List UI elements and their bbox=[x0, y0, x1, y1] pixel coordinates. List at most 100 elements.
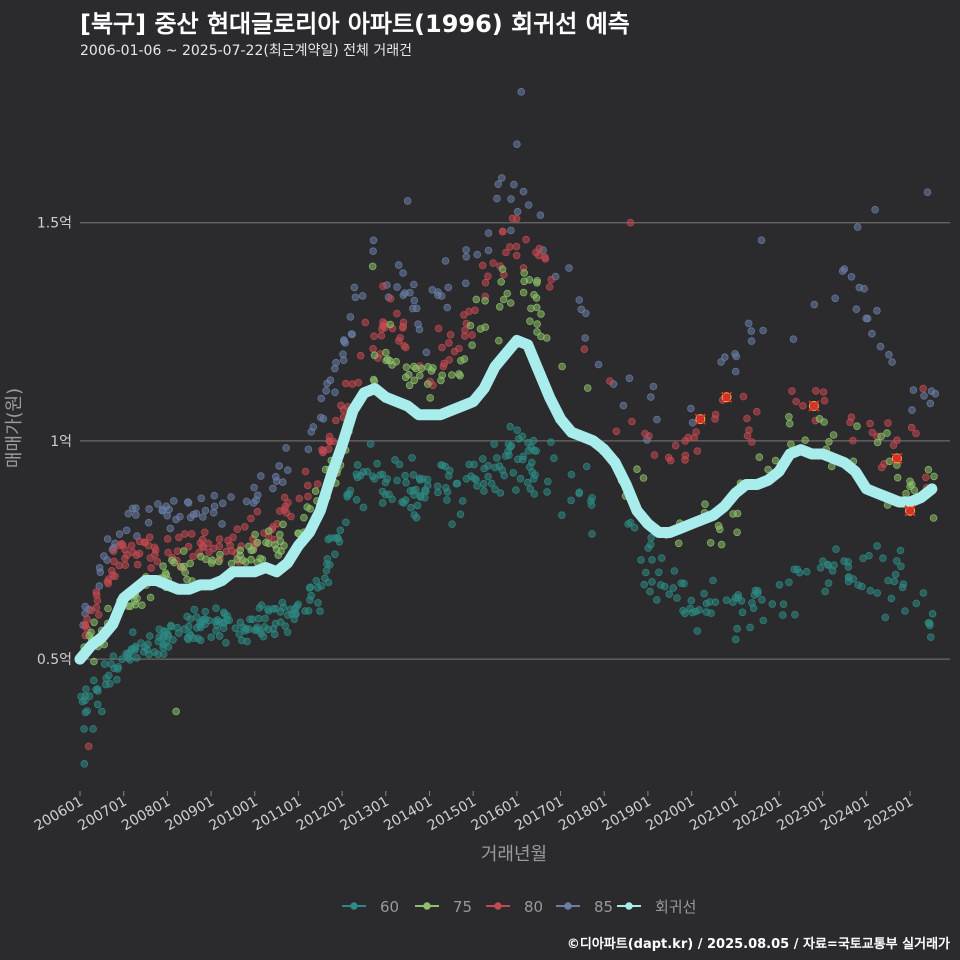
scatter-point-s80 bbox=[331, 416, 340, 425]
scatter-point-s75 bbox=[271, 540, 279, 549]
highlight-cross bbox=[808, 400, 820, 412]
scatter-point-s85 bbox=[278, 478, 287, 486]
scatter-point-s85 bbox=[81, 602, 89, 611]
scatter-point-s80 bbox=[84, 742, 93, 751]
scatter-point-s75 bbox=[701, 500, 709, 509]
scatter-point-s85 bbox=[162, 502, 171, 511]
scatter-point-s80 bbox=[400, 341, 409, 350]
x-tick-label: 200901 bbox=[163, 794, 217, 835]
scatter-point-s60 bbox=[557, 511, 566, 520]
scatter-point-s75 bbox=[526, 317, 534, 326]
scatter-point-s80 bbox=[135, 549, 144, 558]
scatter-point-s85 bbox=[625, 374, 634, 383]
scatter-point-s60 bbox=[342, 518, 350, 527]
legend-key-point bbox=[350, 902, 358, 910]
scatter-point-s75 bbox=[405, 381, 414, 390]
scatter-point-s75 bbox=[506, 299, 515, 307]
scatter-point-s80 bbox=[743, 414, 751, 423]
scatter-point-s60 bbox=[816, 563, 825, 572]
scatter-point-s60 bbox=[353, 461, 362, 469]
scatter-point-s60 bbox=[896, 546, 905, 555]
scatter-point-s60 bbox=[679, 606, 687, 615]
scatter-point-s60 bbox=[180, 625, 189, 633]
scatter-point-s75 bbox=[764, 465, 772, 474]
scatter-point-s60 bbox=[525, 463, 534, 471]
scatter-point-s80 bbox=[460, 332, 469, 340]
scatter-point-s60 bbox=[705, 598, 714, 606]
scatter-point-s75 bbox=[131, 600, 140, 609]
scatter-point-s80 bbox=[241, 522, 249, 531]
scatter-point-s60 bbox=[154, 637, 163, 646]
scatter-point-s80 bbox=[489, 259, 498, 267]
scatter-point-s60 bbox=[215, 632, 224, 640]
highlight-cross bbox=[720, 391, 733, 403]
scatter-point-s80 bbox=[386, 294, 395, 303]
scatter-point-s75 bbox=[370, 351, 379, 360]
scatter-point-s75 bbox=[717, 540, 726, 549]
scatter-point-s75 bbox=[186, 559, 195, 568]
scatter-point-s80 bbox=[189, 552, 197, 561]
scatter-point-s80 bbox=[201, 528, 209, 537]
scatter-point-s85 bbox=[401, 289, 409, 297]
scatter-point-s85 bbox=[493, 194, 501, 203]
scatter-point-s60 bbox=[378, 487, 387, 496]
scatter-point-s60 bbox=[220, 608, 228, 617]
scatter-point-s60 bbox=[795, 568, 804, 577]
chart-subtitle: 2006-01-06 ~ 2025-07-22(최근계약일) 전체 거래건 bbox=[80, 43, 412, 59]
scatter-point-s60 bbox=[307, 591, 316, 600]
scatter-point-s60 bbox=[316, 607, 324, 615]
scatter-point-s85 bbox=[201, 506, 210, 515]
scatter-point-s60 bbox=[254, 614, 263, 623]
scatter-point-s60 bbox=[385, 490, 393, 499]
scatter-point-s80 bbox=[745, 426, 753, 435]
scatter-point-s75 bbox=[583, 384, 592, 392]
scatter-point-s60 bbox=[129, 628, 137, 636]
scatter-point-s85 bbox=[473, 250, 482, 259]
scatter-point-s60 bbox=[443, 496, 451, 504]
scatter-point-s80 bbox=[921, 473, 930, 482]
scatter-point-s60 bbox=[433, 482, 442, 491]
scatter-point-s60 bbox=[928, 609, 937, 618]
scatter-point-s80 bbox=[233, 525, 242, 533]
scatter-point-s75 bbox=[495, 302, 504, 311]
scatter-point-s60 bbox=[654, 568, 663, 577]
scatter-point-s75 bbox=[300, 513, 308, 522]
scatter-point-s80 bbox=[693, 447, 702, 455]
scatter-point-s80 bbox=[127, 541, 136, 550]
scatter-point-s60 bbox=[312, 576, 321, 585]
scatter-point-s85 bbox=[95, 563, 104, 572]
scatter-point-s60 bbox=[700, 589, 708, 598]
legend-label: 80 bbox=[524, 898, 543, 916]
scatter-point-s60 bbox=[543, 488, 551, 496]
scatter-point-s60 bbox=[90, 676, 98, 685]
scatter-point-s75 bbox=[238, 556, 247, 564]
scatter-point-s60 bbox=[778, 611, 787, 619]
scatter-point-s80 bbox=[445, 339, 453, 347]
scatter-point-s60 bbox=[479, 479, 488, 488]
scatter-point-s85 bbox=[876, 342, 885, 351]
scatter-point-s75 bbox=[170, 558, 179, 567]
scatter-point-s60 bbox=[150, 648, 159, 656]
scatter-point-s80 bbox=[399, 322, 407, 331]
scatter-point-s80 bbox=[645, 432, 653, 440]
scatter-point-s80 bbox=[547, 275, 555, 284]
y-tick-label: 0.5억 bbox=[37, 652, 72, 668]
scatter-point-s85 bbox=[908, 406, 916, 414]
scatter-point-s85 bbox=[444, 283, 453, 292]
scatter-point-s60 bbox=[648, 555, 656, 564]
scatter-point-s75 bbox=[277, 547, 285, 555]
scatter-point-s80 bbox=[664, 453, 673, 462]
scatter-point-s60 bbox=[438, 461, 447, 470]
scatter-point-s75 bbox=[247, 555, 255, 564]
scatter-point-s60 bbox=[113, 665, 122, 673]
scatter-point-s60 bbox=[264, 605, 272, 613]
scatter-point-s60 bbox=[235, 630, 244, 638]
scatter-point-s75 bbox=[801, 436, 809, 445]
scatter-point-s60 bbox=[529, 474, 538, 483]
highlight-markers bbox=[694, 391, 916, 517]
scatter-point-s60 bbox=[512, 486, 520, 494]
scatter-point-s80 bbox=[144, 541, 153, 550]
scatter-point-s75 bbox=[181, 568, 190, 577]
scatter-point-s60 bbox=[738, 608, 747, 617]
scatter-point-s85 bbox=[646, 393, 655, 401]
